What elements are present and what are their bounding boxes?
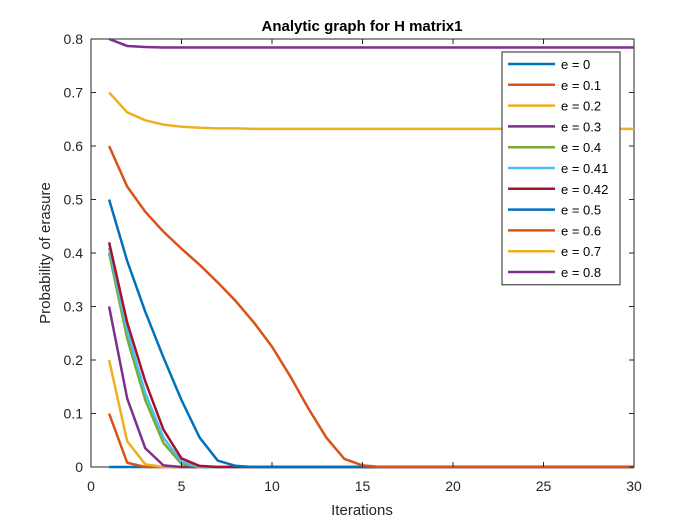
series-layer [107,37,634,469]
legend-label-0: e = 0 [561,57,590,72]
legend-label-3: e = 0.3 [561,119,601,134]
y-tick-label: 0.7 [64,85,84,101]
legend-label-7: e = 0.5 [561,203,601,218]
series-line-10 [108,37,634,49]
x-tick-label: 20 [445,478,461,494]
legend-label-10: e = 0.8 [561,265,601,280]
y-tick-label: 0.8 [64,31,84,47]
legend-label-2: e = 0.2 [561,99,601,114]
ticks-layer: 0 5 10 15 20 25 30 0 0.1 0.2 0.3 0.4 0.5 0.6 0.7 0.8 [64,31,642,494]
y-tick-label: 0.4 [64,245,84,261]
y-tick-label: 0.6 [64,138,84,154]
x-tick-label: 25 [536,478,552,494]
x-tick-label: 15 [355,478,371,494]
chart-title: Analytic graph for H matrix1 [262,18,463,35]
series-line-8 [107,145,634,469]
y-tick-label: 0 [75,459,83,475]
y-tick-label: 0.1 [64,406,84,422]
legend: e = 0 e = 0.1 e = 0.2 e = 0.3 e = 0.4 e = 0.4… [501,51,621,286]
y-tick-label: 0.5 [64,192,84,208]
x-axis-label: Iterations [331,502,393,519]
legend-label-4: e = 0.4 [561,140,601,155]
legend-label-5: e = 0.41 [561,161,608,176]
legend-label-6: e = 0.42 [561,182,608,197]
legend-label-1: e = 0.1 [561,78,601,93]
legend-label-8: e = 0.6 [561,223,601,238]
x-tick-label: 0 [87,478,95,494]
y-axis-label: Probability of erasure [37,182,54,324]
x-tick-label: 30 [626,478,642,494]
x-tick-label: 10 [264,478,280,494]
x-tick-label: 5 [178,478,186,494]
y-tick-label: 0.3 [64,299,84,315]
legend-label-9: e = 0.7 [561,244,601,259]
y-tick-label: 0.2 [64,352,84,368]
